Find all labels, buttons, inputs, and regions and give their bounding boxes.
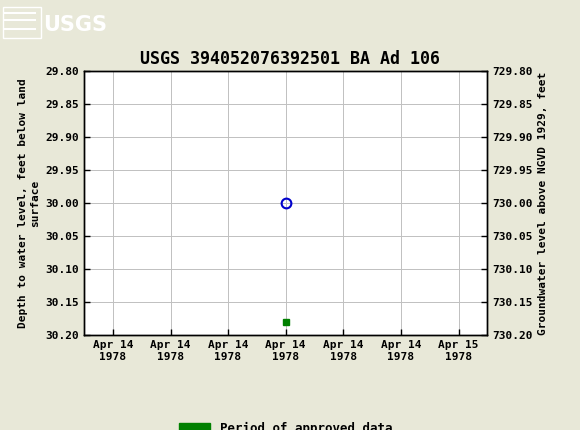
Legend: Period of approved data: Period of approved data: [174, 417, 397, 430]
Y-axis label: Depth to water level, feet below land
surface: Depth to water level, feet below land su…: [19, 78, 40, 328]
Y-axis label: Groundwater level above NGVD 1929, feet: Groundwater level above NGVD 1929, feet: [538, 71, 548, 335]
Text: USGS 394052076392501 BA Ad 106: USGS 394052076392501 BA Ad 106: [140, 50, 440, 68]
Text: USGS: USGS: [44, 15, 107, 35]
